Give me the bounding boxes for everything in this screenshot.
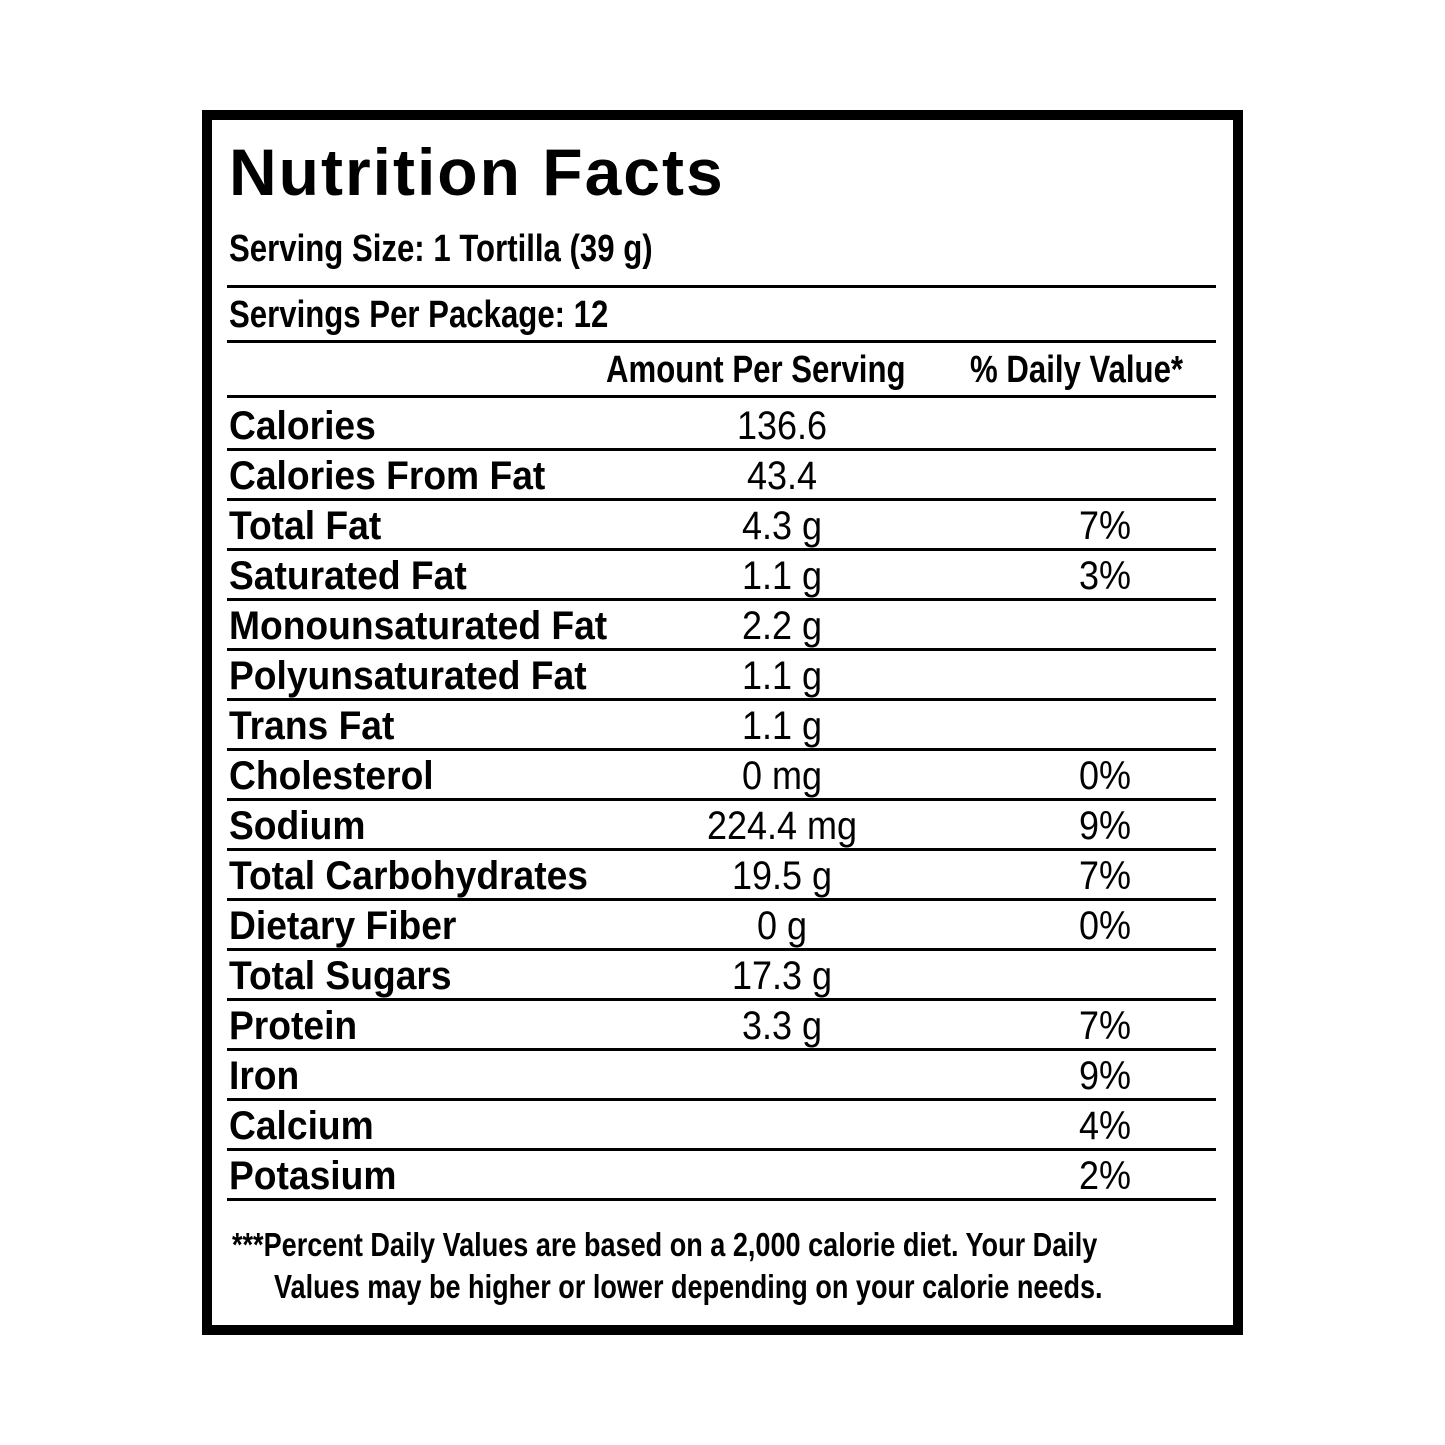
nutrient-row: Protein 3.3 g 7% bbox=[229, 1004, 1132, 1048]
nutrient-row: Total Carbohydrates 19.5 g 7% bbox=[229, 854, 1132, 898]
rule bbox=[227, 548, 1216, 551]
rule bbox=[227, 848, 1216, 851]
nutrient-name: Polyunsaturated Fat bbox=[229, 654, 587, 698]
nutrient-name: Total Sugars bbox=[229, 954, 452, 998]
rule bbox=[227, 698, 1216, 701]
column-header: % Daily Value* bbox=[970, 349, 1184, 391]
servings-per-package: Servings Per Package: 12 bbox=[229, 294, 609, 336]
nutrient-name: Calories From Fat bbox=[229, 454, 546, 498]
rule bbox=[227, 1198, 1216, 1201]
nutrient-row: Saturated Fat 1.1 g 3% bbox=[229, 554, 1132, 598]
footnote: Values may be higher or lower depending … bbox=[274, 1268, 1103, 1305]
rule bbox=[227, 285, 1216, 288]
rule bbox=[227, 395, 1216, 398]
nutrient-row: Total Fat 4.3 g 7% bbox=[229, 504, 1132, 548]
nutrient-name: Sodium bbox=[229, 804, 366, 848]
nutrient-row: Potasium 2% bbox=[229, 1154, 1132, 1198]
rule bbox=[227, 1098, 1216, 1101]
rule bbox=[227, 1048, 1216, 1051]
nutrient-row: Monounsaturated Fat 2.2 g bbox=[229, 604, 823, 648]
rule bbox=[227, 898, 1216, 901]
nutrient-name: Dietary Fiber bbox=[229, 904, 457, 948]
nutrient-name: Total Carbohydrates bbox=[229, 854, 588, 898]
rule bbox=[227, 598, 1216, 601]
nutrient-name: Monounsaturated Fat bbox=[229, 604, 608, 648]
rule bbox=[227, 448, 1216, 451]
nutrient-name: Protein bbox=[229, 1004, 358, 1048]
nutrient-row: Calories 136.6 bbox=[229, 404, 828, 448]
nutrient-row: Sodium 224.4 mg 9% bbox=[229, 804, 1132, 848]
nutrient-row: Cholesterol 0 mg 0% bbox=[229, 754, 1132, 798]
nutrient-name: Iron bbox=[229, 1054, 300, 1098]
nutrient-name: Total Fat bbox=[229, 504, 382, 548]
nutrient-name: Potasium bbox=[229, 1154, 397, 1198]
nutrient-row: Iron 9% bbox=[229, 1054, 1132, 1098]
nutrient-row: Total Sugars 17.3 g bbox=[229, 954, 833, 998]
nutrient-name: Calcium bbox=[229, 1104, 374, 1148]
column-header: Amount Per Serving bbox=[606, 349, 906, 391]
nutrient-name: Trans Fat bbox=[229, 704, 395, 748]
footnote: ***Percent Daily Values are based on a 2… bbox=[232, 1226, 1098, 1263]
rule bbox=[227, 340, 1216, 343]
serving-size: Serving Size: 1 Tortilla (39 g) bbox=[229, 228, 653, 270]
rule bbox=[227, 998, 1216, 1001]
nutrient-row: Calories From Fat 43.4 bbox=[229, 454, 818, 498]
nutrient-name: Cholesterol bbox=[229, 754, 434, 798]
label-border bbox=[202, 110, 1243, 1335]
rule bbox=[227, 748, 1216, 751]
nutrient-row: Polyunsaturated Fat 1.1 g bbox=[229, 654, 823, 698]
nutrient-row: Calcium 4% bbox=[229, 1104, 1132, 1148]
rule bbox=[227, 1148, 1216, 1151]
title: Nutrition Facts bbox=[229, 135, 725, 209]
rule bbox=[227, 798, 1216, 801]
nutrient-row: Dietary Fiber 0 g 0% bbox=[229, 904, 1132, 948]
rule bbox=[227, 648, 1216, 651]
nutrient-name: Saturated Fat bbox=[229, 554, 467, 598]
rule bbox=[227, 498, 1216, 501]
rule bbox=[227, 948, 1216, 951]
nutrient-name: Calories bbox=[229, 404, 376, 448]
nutrient-row: Trans Fat 1.1 g bbox=[229, 704, 823, 748]
